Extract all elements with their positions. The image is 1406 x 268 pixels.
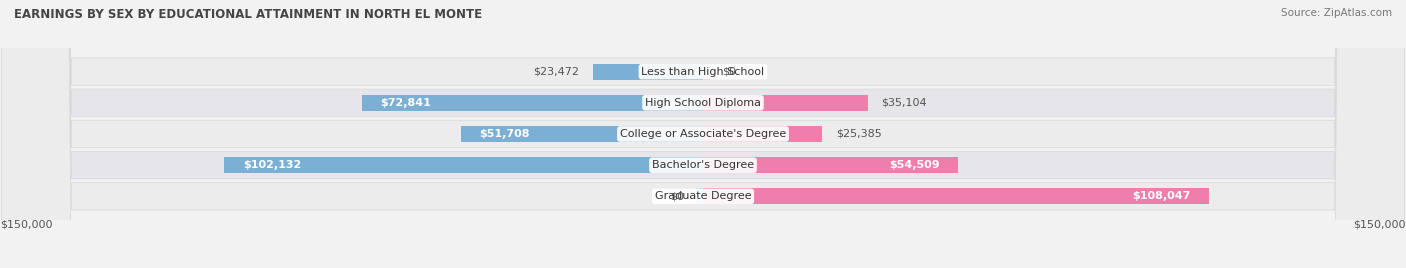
Text: High School Diploma: High School Diploma (645, 98, 761, 108)
Text: $23,472: $23,472 (533, 67, 579, 77)
Text: $0: $0 (721, 67, 735, 77)
Text: $72,841: $72,841 (381, 98, 432, 108)
Text: Source: ZipAtlas.com: Source: ZipAtlas.com (1281, 8, 1392, 18)
Text: $150,000: $150,000 (0, 220, 52, 230)
Text: EARNINGS BY SEX BY EDUCATIONAL ATTAINMENT IN NORTH EL MONTE: EARNINGS BY SEX BY EDUCATIONAL ATTAINMEN… (14, 8, 482, 21)
Bar (703, 126, 823, 142)
Text: Graduate Degree: Graduate Degree (655, 191, 751, 201)
Bar (703, 64, 710, 80)
Text: $108,047: $108,047 (1132, 191, 1191, 201)
Bar (703, 95, 868, 111)
Bar (703, 157, 959, 173)
Text: $25,385: $25,385 (837, 129, 882, 139)
Text: $51,708: $51,708 (479, 129, 530, 139)
Text: $35,104: $35,104 (882, 98, 927, 108)
Text: Bachelor's Degree: Bachelor's Degree (652, 160, 754, 170)
Bar (696, 188, 703, 204)
Text: $102,132: $102,132 (243, 160, 301, 170)
Bar (703, 188, 1209, 204)
Text: College or Associate's Degree: College or Associate's Degree (620, 129, 786, 139)
Text: $54,509: $54,509 (889, 160, 939, 170)
Bar (593, 64, 703, 80)
Text: $0: $0 (671, 191, 685, 201)
Text: $150,000: $150,000 (1354, 220, 1406, 230)
Text: Less than High School: Less than High School (641, 67, 765, 77)
Bar (225, 157, 703, 173)
Bar (461, 126, 703, 142)
Bar (361, 95, 703, 111)
